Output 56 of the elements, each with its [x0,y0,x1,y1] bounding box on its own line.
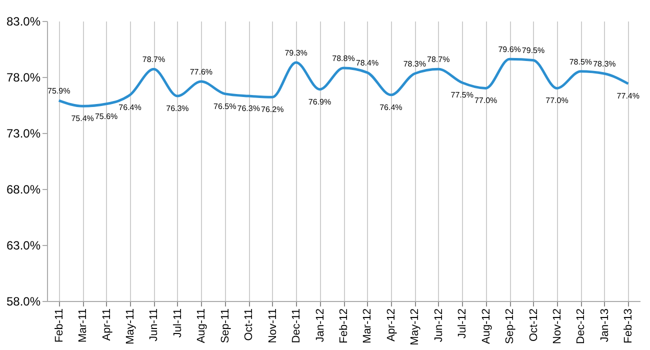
data-label: 79.3% [284,48,308,58]
data-label: 76.4% [118,102,142,112]
data-label: 75.6% [94,112,118,121]
y-tick-label: 73.0% [6,126,41,140]
data-label: 78.7% [427,55,450,64]
x-tick-label: Dec-11 [290,308,303,344]
data-label: 75.4% [71,114,94,124]
data-label: 76.2% [260,105,284,114]
data-label: 76.5% [214,102,236,111]
x-tick-label: Jun-11 [148,308,160,342]
x-tick-label: May-11 [124,308,137,344]
x-tick-label: Jun-12 [432,308,445,342]
data-label: 78.3% [593,60,616,69]
x-tick-label: Sep-12 [504,308,516,344]
x-tick-label: Aug-12 [480,308,492,344]
x-tick-label: Apr-11 [100,308,113,341]
x-tick-label: Feb-13 [622,308,635,344]
x-tick-label: Jul-12 [456,308,469,338]
data-label: 76.3% [237,104,260,114]
data-label: 79.6% [498,45,521,54]
data-label: 76.9% [308,97,332,106]
data-label: 77.6% [190,67,213,76]
x-tick-label: Dec-12 [575,308,588,344]
data-label: 77.4% [616,92,640,101]
data-label: 78.5% [569,57,592,66]
x-tick-label: Aug-11 [196,308,208,344]
x-tick-label: Nov-12 [551,308,564,344]
data-label: 77.5% [450,90,474,100]
data-label: 76.3% [166,104,189,114]
x-tick-label: Apr-12 [385,308,398,342]
data-label: 76.4% [380,102,402,112]
x-tick-label: Mar-11 [77,308,90,343]
x-tick-label: May-12 [409,308,422,346]
x-tick-label: Sep-11 [219,308,232,344]
x-tick-label: Oct-12 [528,308,540,342]
data-label: 78.7% [142,55,166,64]
y-tick-label: 58.0% [6,294,41,308]
x-tick-label: Oct-11 [243,308,256,341]
y-tick-label: 78.0% [6,70,41,84]
x-tick-label: Jan-12 [314,308,326,342]
y-tick-label: 83.0% [6,14,41,28]
data-label: 75.9% [48,86,70,96]
x-tick-label: Mar-12 [362,308,374,344]
x-tick-label: Nov-11 [266,308,279,344]
x-tick-label: Feb-12 [338,308,350,344]
data-label: 78.4% [356,58,379,68]
data-label: 77.0% [474,96,498,106]
y-tick-label: 63.0% [6,238,41,252]
data-label: 77.0% [546,96,568,106]
data-label: 78.3% [403,60,426,69]
x-tick-label: Jul-11 [172,308,184,338]
data-label: 79.5% [522,46,545,56]
x-tick-label: Feb-11 [53,308,66,343]
x-tick-label: Jan-13 [598,308,611,342]
data-label: 78.8% [332,54,355,64]
y-tick-label: 68.0% [6,182,41,196]
